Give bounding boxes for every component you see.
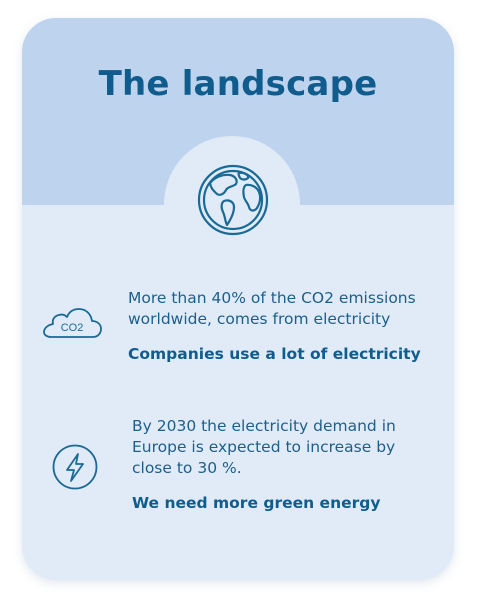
fact-text: By 2030 the electricity demand in Europe…	[132, 417, 396, 477]
fact-item: More than 40% of the CO2 emissions world…	[128, 288, 438, 365]
lightning-bolt-icon	[52, 444, 98, 490]
co2-label: CO2	[61, 322, 84, 334]
co2-cloud-icon: CO2	[43, 308, 102, 338]
globe-icon	[197, 164, 269, 236]
card-title: The landscape	[98, 64, 378, 104]
landscape-card: The landscape CO2 More than 40% of the C…	[22, 18, 454, 580]
fact-highlight: We need more green energy	[132, 494, 381, 512]
fact-item: By 2030 the electricity demand in Europe…	[132, 416, 432, 514]
fact-highlight: Companies use a lot of electricity	[128, 345, 421, 363]
fact-text: More than 40% of the CO2 emissions world…	[128, 289, 416, 328]
globe-badge	[164, 136, 300, 272]
